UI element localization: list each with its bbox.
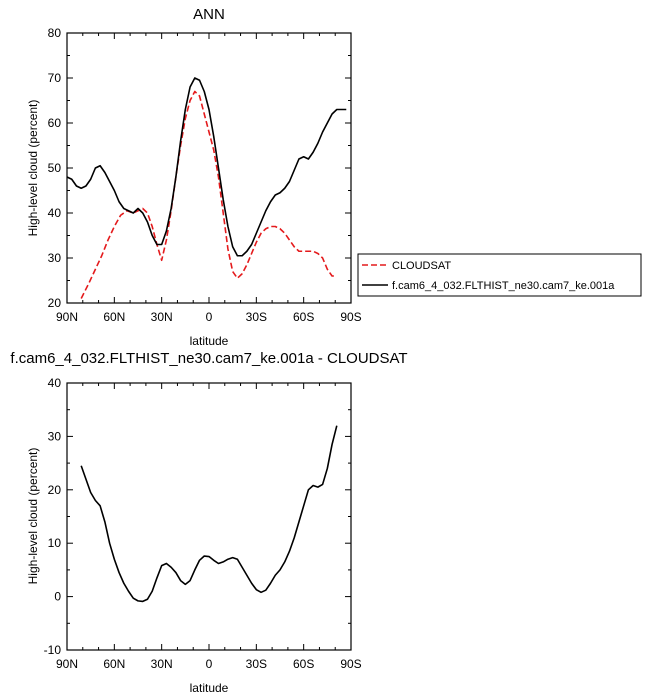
y-axis-label: High-level cloud (percent) bbox=[26, 448, 40, 585]
legend: CLOUDSAT f.cam6_4_032.FLTHIST_ne30.cam7_… bbox=[357, 253, 642, 297]
plot-frame bbox=[66, 382, 352, 651]
y-tick-label: 0 bbox=[54, 590, 61, 604]
y-tick-label: 80 bbox=[48, 26, 62, 40]
x-tick-label: 90S bbox=[340, 310, 361, 324]
plot-frame bbox=[66, 32, 352, 304]
x-tick-label: 0 bbox=[206, 657, 213, 671]
x-tick-label: 90N bbox=[56, 310, 78, 324]
x-tick-label: 60N bbox=[103, 310, 125, 324]
x-tick-label: 30S bbox=[246, 657, 267, 671]
y-tick-label: 30 bbox=[48, 251, 62, 265]
y-axis-label: High-level cloud (percent) bbox=[26, 100, 40, 237]
y-tick-label: 20 bbox=[48, 296, 62, 310]
y-tick-label: 50 bbox=[48, 161, 62, 175]
x-tick-label: 60N bbox=[103, 657, 125, 671]
x-tick-label: 60S bbox=[293, 657, 314, 671]
y-tick-label: 10 bbox=[48, 536, 62, 550]
y-tick-label: 60 bbox=[48, 116, 62, 130]
x-tick-label: 30S bbox=[246, 310, 267, 324]
chart-annual-high-cloud: ANN High-level cloud (percent) latitude … bbox=[26, 6, 362, 348]
series-line-series-0 bbox=[80, 425, 338, 603]
y-tick-label: 40 bbox=[48, 376, 62, 390]
y-tick-label: 40 bbox=[48, 206, 62, 220]
x-tick-label: 90S bbox=[340, 657, 361, 671]
legend-label-model: f.cam6_4_032.FLTHIST_ne30.cam7_ke.001a bbox=[392, 280, 615, 292]
x-tick-label: 0 bbox=[206, 310, 213, 324]
chart-difference-high-cloud: f.cam6_4_032.FLTHIST_ne30.cam7_ke.001a -… bbox=[10, 350, 407, 695]
legend-box bbox=[357, 253, 642, 297]
x-tick-label: 30N bbox=[151, 657, 173, 671]
x-axis-label: latitude bbox=[190, 681, 229, 695]
chart-title: ANN bbox=[193, 6, 225, 23]
x-axis-label: latitude bbox=[190, 334, 229, 348]
chart-title: f.cam6_4_032.FLTHIST_ne30.cam7_ke.001a -… bbox=[10, 350, 407, 367]
series-line-f-cam6-4-032-flthist-ne30-cam7-ke-001a bbox=[66, 77, 347, 257]
y-tick-label: 70 bbox=[48, 71, 62, 85]
x-tick-label: 90N bbox=[56, 657, 78, 671]
y-tick-label: -10 bbox=[44, 643, 62, 657]
y-tick-label: 20 bbox=[48, 483, 62, 497]
series-line-cloudsat bbox=[80, 90, 337, 299]
x-tick-label: 30N bbox=[151, 310, 173, 324]
legend-label-cloudsat: CLOUDSAT bbox=[392, 260, 451, 272]
x-tick-label: 60S bbox=[293, 310, 314, 324]
y-tick-label: 30 bbox=[48, 429, 62, 443]
